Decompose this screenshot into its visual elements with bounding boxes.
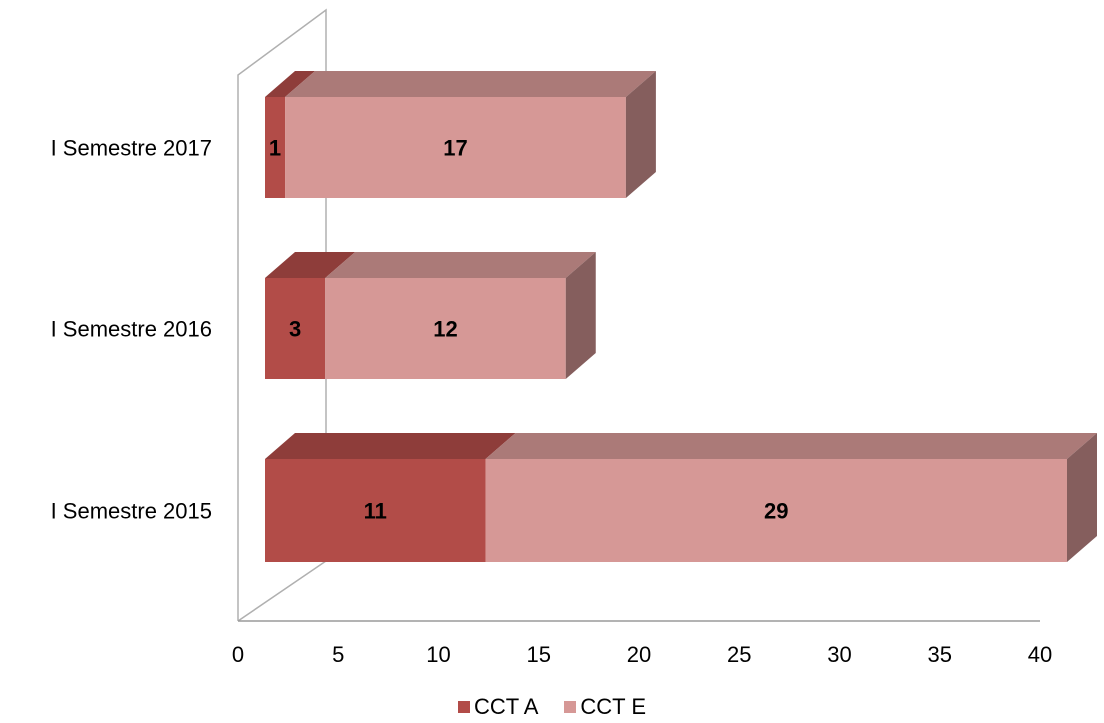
bar-cct-a-2: [265, 459, 486, 562]
category-label-0: I Semestre 2017: [51, 136, 212, 161]
bar-cct-e-1: [325, 278, 566, 379]
bar-cct-e-2: [485, 459, 1067, 562]
data-label-0-2: 11: [364, 499, 387, 524]
legend: CCT A CCT E: [0, 694, 1104, 720]
bar-top-1-2: [485, 433, 1097, 459]
bar-top-0-2: [265, 433, 516, 459]
legend-swatch-cct-e: [564, 701, 577, 713]
back-wall-outline: [237, 8, 327, 622]
legend-label-cct-e: CCT E: [580, 694, 646, 719]
data-label-0-1: 3: [289, 317, 301, 342]
bar-side-2: [1067, 433, 1097, 562]
legend-label-cct-a: CCT A: [474, 694, 539, 719]
data-label-group: 1 17 3 12 11 29: [269, 136, 789, 524]
bar-top-0-0: [265, 71, 316, 97]
x-tick-label-7: 35: [928, 642, 952, 667]
x-tick-label-4: 20: [627, 642, 651, 667]
x-tick-label-8: 40: [1028, 642, 1052, 667]
bar-top-1-1: [325, 252, 596, 278]
x-tick-label-5: 25: [727, 642, 751, 667]
bar-side-1: [565, 252, 596, 379]
x-tick-group: 0 5 10 15 20 25 30 35 40: [232, 642, 1052, 667]
chart-walls: [237, 8, 1040, 622]
legend-swatch-cct-a: [458, 701, 470, 713]
category-label-1: I Semestre 2016: [51, 317, 212, 342]
data-label-1-1: 12: [433, 317, 457, 342]
x-tick-label-2: 10: [426, 642, 450, 667]
bar-top-1-0: [285, 71, 656, 97]
bar-group: [265, 71, 1097, 562]
x-tick-label-6: 30: [827, 642, 851, 667]
bar-cct-a-1: [265, 278, 326, 379]
data-label-1-2: 29: [764, 499, 788, 524]
data-label-0-0: 1: [269, 136, 281, 161]
bar-cct-e-0: [285, 97, 626, 198]
legend-item-cct-a: CCT A: [458, 694, 538, 720]
x-tick-label-1: 5: [332, 642, 344, 667]
data-label-1-0: 17: [443, 136, 467, 161]
category-label-group: I Semestre 2017 I Semestre 2016 I Semestre…: [51, 136, 212, 524]
bar-side-0: [625, 71, 656, 198]
x-tick-label-0: 0: [232, 642, 244, 667]
bar-top-0-1: [265, 252, 356, 278]
bar-cct-a-0: [265, 97, 286, 198]
category-label-2: I Semestre 2015: [51, 499, 212, 524]
x-tick-label-3: 15: [527, 642, 551, 667]
legend-item-cct-e: CCT E: [564, 694, 646, 720]
